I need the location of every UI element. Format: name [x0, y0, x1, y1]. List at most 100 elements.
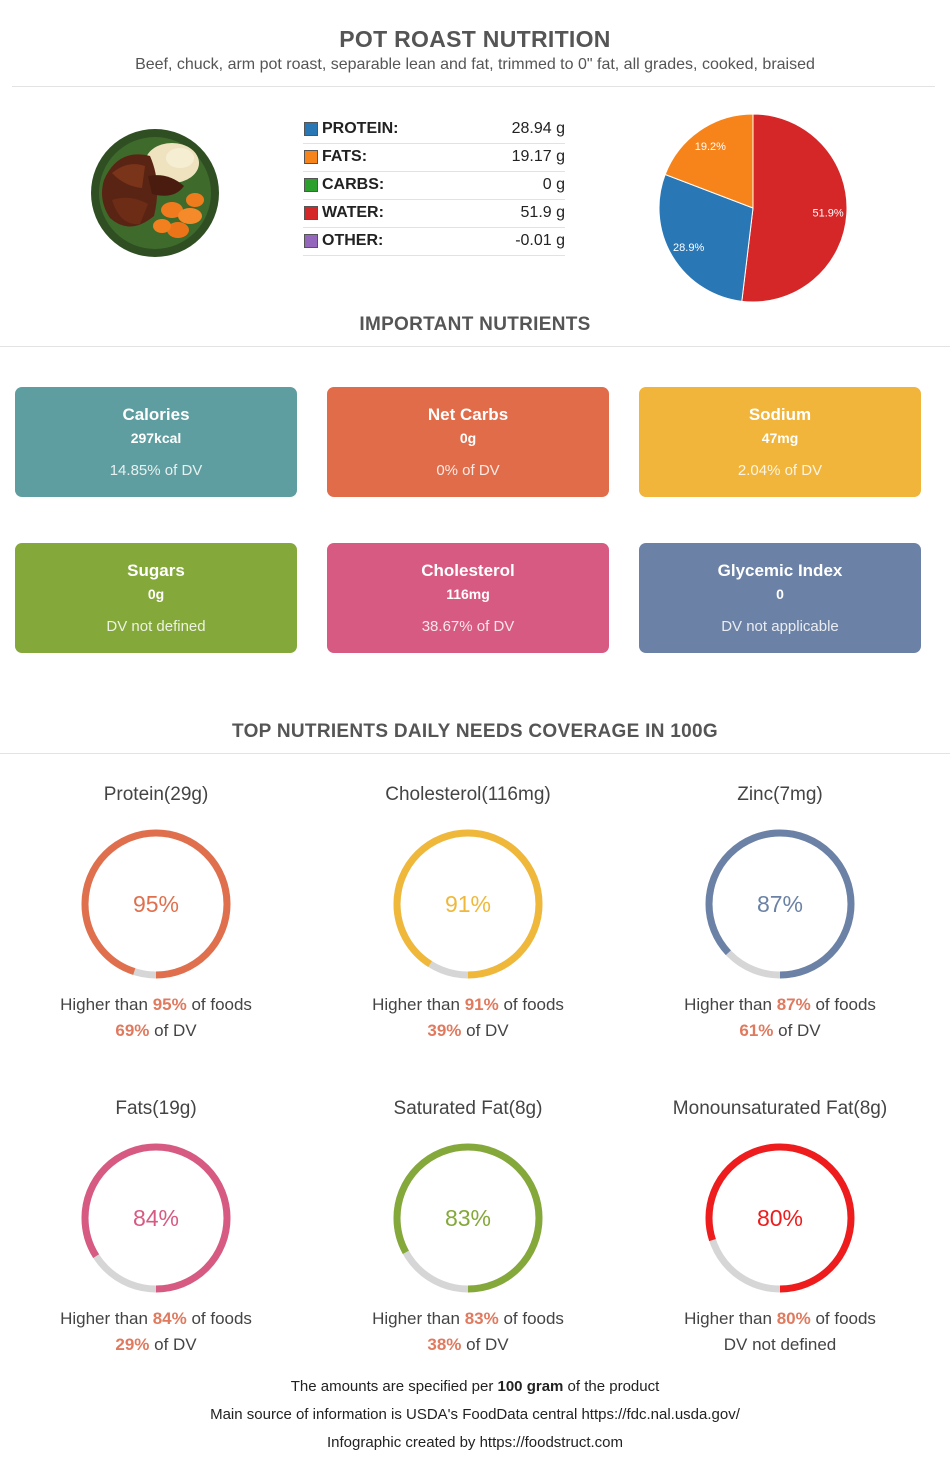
macronutrient-pie-chart: 51.9% 28.9% 19.2%	[658, 113, 848, 303]
nutrient-card: Net Carbs 0g 0% of DV	[327, 387, 609, 497]
pie-slice	[741, 113, 848, 303]
coverage-item: Saturated Fat(8g) 83% Higher than 83% of f…	[312, 1096, 624, 1357]
macro-label: FATS:	[322, 148, 368, 165]
macro-label: CARBS:	[322, 176, 385, 193]
macronutrient-table: PROTEIN: 28.94 g FATS: 19.17 g CARBS: 0 g WATE…	[303, 116, 565, 256]
dv-text: DV not defined	[723, 1335, 837, 1354]
pot-roast-plate-image	[91, 129, 219, 257]
coverage-ring: 95%	[81, 829, 231, 979]
ring-percent-label: 87%	[757, 891, 803, 917]
ring-progress	[705, 1143, 855, 1293]
pie-slice	[658, 173, 754, 302]
macro-label: PROTEIN:	[322, 120, 399, 137]
ring-percent-label: 95%	[133, 891, 179, 917]
macro-row: FATS: 19.17 g	[303, 144, 565, 172]
footer-source: Main source of information is USDA's Foo…	[210, 1406, 740, 1423]
macro-value: 28.94 g	[511, 120, 565, 137]
legend-swatch	[304, 178, 318, 192]
coverage-ring: 84%	[81, 1143, 231, 1293]
coverage-item: Fats(19g) 84% Higher than 84% of foods 29% …	[0, 1096, 312, 1357]
footer-credit: Infographic created by https://foodstruc…	[327, 1434, 623, 1451]
higher-than-text: Higher than 80% of foods	[684, 1309, 876, 1328]
divider	[0, 753, 950, 754]
card-value: 297kcal	[130, 430, 182, 446]
ring-progress	[393, 1143, 543, 1293]
card-name: Glycemic Index	[717, 561, 843, 580]
macro-label: WATER:	[322, 204, 384, 221]
card-dv: 38.67% of DV	[421, 618, 515, 635]
card-dv: 0% of DV	[436, 462, 500, 479]
legend-swatch	[304, 234, 318, 248]
macro-value: 0 g	[542, 176, 565, 193]
card-name: Cholesterol	[421, 561, 515, 580]
macro-value: -0.01 g	[515, 232, 565, 249]
macro-label: OTHER:	[322, 232, 384, 249]
card-dv: 2.04% of DV	[737, 462, 823, 479]
macro-row: CARBS: 0 g	[303, 172, 565, 200]
higher-than-text: Higher than 87% of foods	[684, 995, 876, 1014]
pie-slice-label: 19.2%	[695, 141, 726, 153]
pie-slice-label: 51.9%	[812, 207, 843, 219]
coverage-nutrient-name: Protein(29g)	[103, 784, 209, 805]
page-subtitle: Beef, chuck, arm pot roast, separable le…	[135, 56, 815, 73]
macro-value: 51.9 g	[520, 204, 565, 221]
higher-than-text: Higher than 91% of foods	[372, 995, 564, 1014]
ring-progress	[81, 829, 231, 979]
nutrient-card: Glycemic Index 0 DV not applicable	[639, 543, 921, 653]
coverage-nutrient-name: Saturated Fat(8g)	[393, 1098, 543, 1119]
card-value: 0g	[459, 430, 477, 446]
page-title: POT ROAST NUTRITION	[339, 26, 611, 52]
coverage-nutrient-name: Zinc(7mg)	[737, 784, 823, 805]
legend-swatch	[304, 122, 318, 136]
coverage-ring: 83%	[393, 1143, 543, 1293]
higher-than-text: Higher than 83% of foods	[372, 1309, 564, 1328]
coverage-nutrient-name: Monounsaturated Fat(8g)	[672, 1098, 888, 1119]
nutrient-card: Cholesterol 116mg 38.67% of DV	[327, 543, 609, 653]
coverage-ring: 80%	[705, 1143, 855, 1293]
dv-text: 38% of DV	[427, 1335, 509, 1354]
ring-percent-label: 84%	[133, 1205, 179, 1231]
nutrient-card: Calories 297kcal 14.85% of DV	[15, 387, 297, 497]
ring-percent-label: 83%	[445, 1205, 491, 1231]
nutrient-card: Sugars 0g DV not defined	[15, 543, 297, 653]
higher-than-text: Higher than 95% of foods	[60, 995, 252, 1014]
ring-progress	[393, 829, 543, 979]
card-value: 116mg	[446, 586, 490, 602]
important-nutrients-title: IMPORTANT NUTRIENTS	[359, 314, 591, 335]
coverage-item: Zinc(7mg) 87% Higher than 87% of foods 61% …	[624, 782, 936, 1043]
dv-text: 29% of DV	[115, 1335, 197, 1354]
divider	[12, 86, 935, 87]
ring-percent-label: 80%	[757, 1205, 803, 1231]
coverage-item: Monounsaturated Fat(8g) 80% Higher than 80…	[624, 1096, 936, 1357]
coverage-ring: 87%	[705, 829, 855, 979]
pie-slice-label: 28.9%	[673, 242, 704, 254]
card-name: Sodium	[748, 405, 812, 424]
card-value: 0	[776, 586, 784, 602]
card-value: 0g	[147, 586, 165, 602]
card-name: Net Carbs	[427, 405, 509, 424]
coverage-title: TOP NUTRIENTS DAILY NEEDS COVERAGE IN 10…	[232, 721, 718, 742]
footer-note: The amounts are specified per 100 gram o…	[290, 1378, 660, 1395]
card-name: Calories	[122, 405, 190, 424]
dv-text: 39% of DV	[427, 1021, 509, 1040]
macro-row: WATER: 51.9 g	[303, 200, 565, 228]
ring-progress	[81, 1143, 231, 1293]
macro-row: OTHER: -0.01 g	[303, 228, 565, 256]
card-value: 47mg	[761, 430, 799, 446]
card-name: Sugars	[127, 561, 185, 580]
ring-percent-label: 91%	[445, 891, 491, 917]
coverage-nutrient-name: Cholesterol(116mg)	[385, 784, 551, 805]
legend-swatch	[304, 206, 318, 220]
pie-slice	[664, 113, 754, 209]
dv-text: 69% of DV	[115, 1021, 197, 1040]
divider	[0, 346, 950, 347]
card-dv: 14.85% of DV	[109, 462, 203, 479]
coverage-item: Cholesterol(116mg) 91% Higher than 91% of …	[312, 782, 624, 1043]
card-dv: DV not applicable	[721, 618, 839, 635]
nutrient-card: Sodium 47mg 2.04% of DV	[639, 387, 921, 497]
coverage-item: Protein(29g) 95% Higher than 95% of foods 6…	[0, 782, 312, 1043]
higher-than-text: Higher than 84% of foods	[60, 1309, 252, 1328]
macro-row: PROTEIN: 28.94 g	[303, 116, 565, 144]
dv-text: 61% of DV	[739, 1021, 821, 1040]
macro-value: 19.17 g	[511, 148, 565, 165]
